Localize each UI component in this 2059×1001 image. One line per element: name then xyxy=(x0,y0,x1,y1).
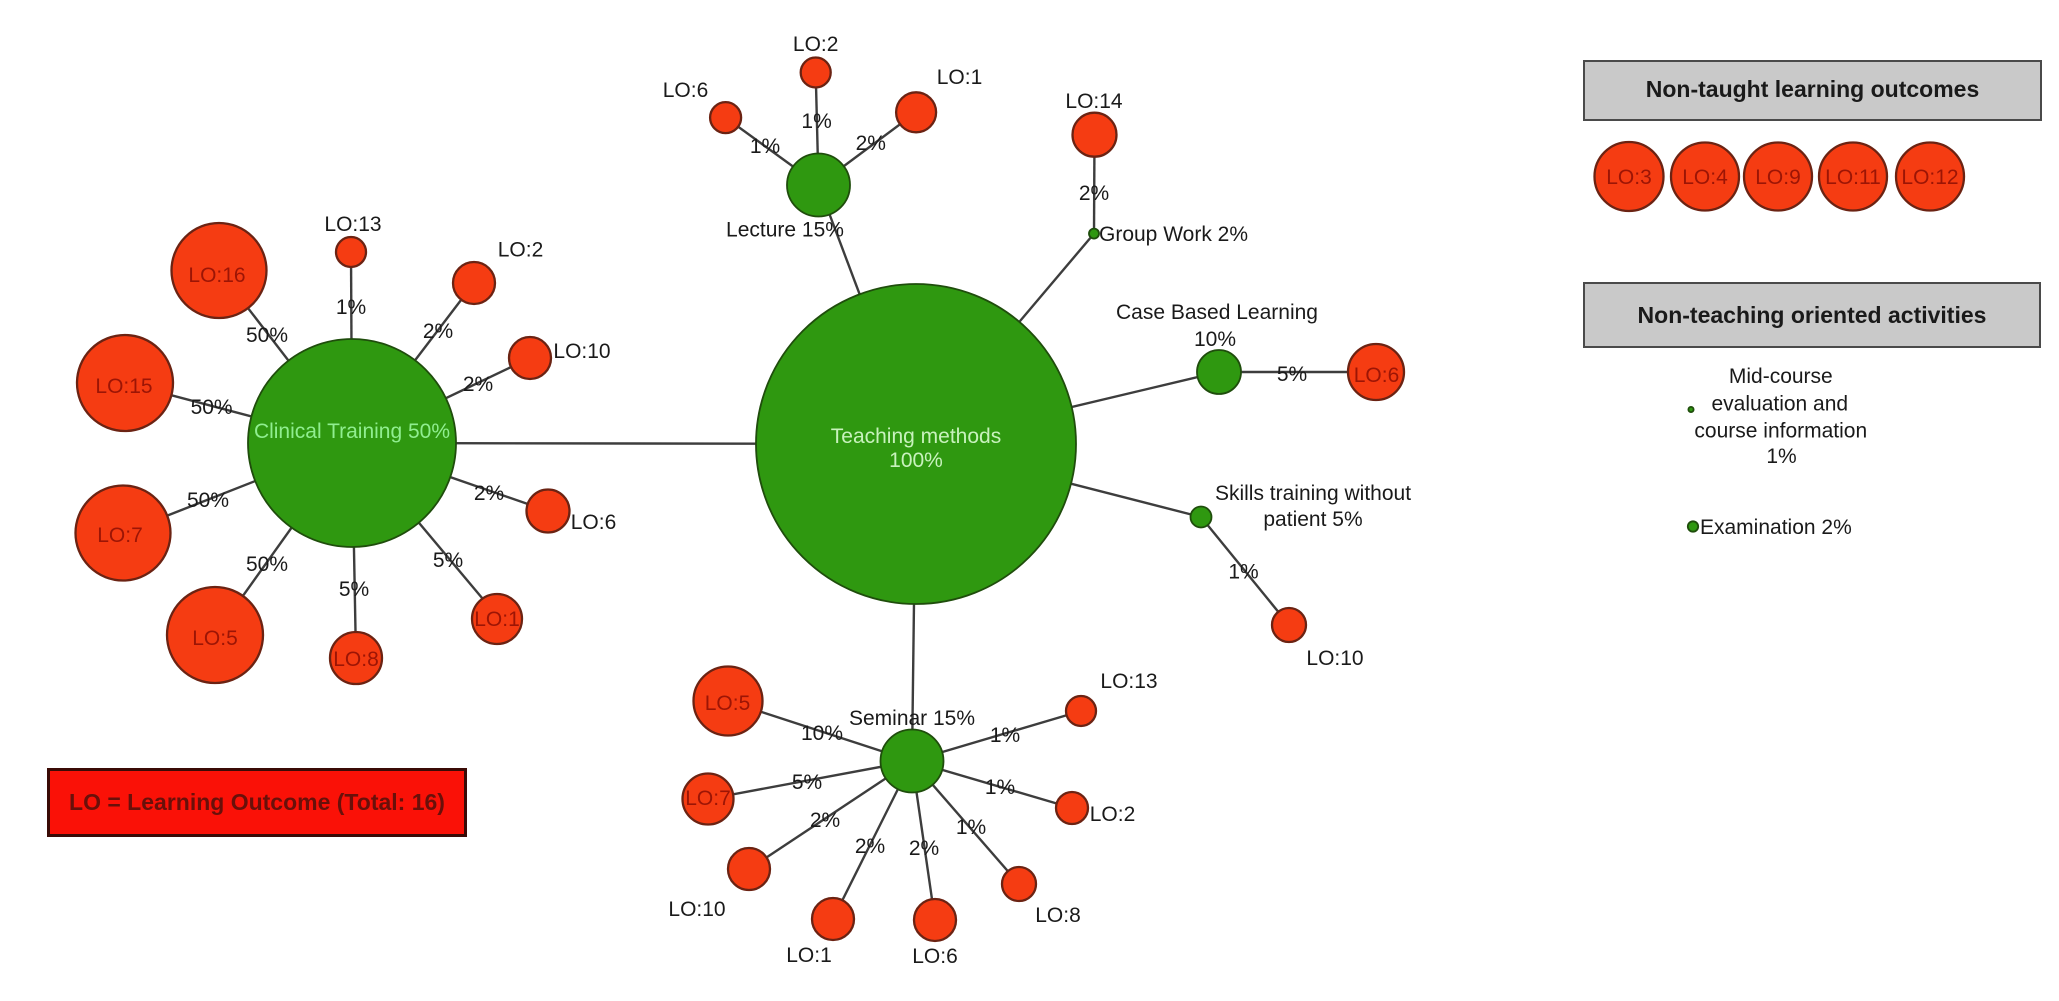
svg-text:LO:8: LO:8 xyxy=(1035,904,1081,927)
svg-text:patient 5%: patient 5% xyxy=(1263,508,1362,531)
svg-text:1%: 1% xyxy=(801,110,831,133)
svg-text:evaluation and: evaluation and xyxy=(1711,393,1848,416)
svg-text:LO:4: LO:4 xyxy=(1682,166,1728,189)
svg-text:1%: 1% xyxy=(1228,561,1258,584)
svg-text:50%: 50% xyxy=(246,553,288,576)
svg-text:2%: 2% xyxy=(855,835,885,858)
svg-text:2%: 2% xyxy=(856,132,886,155)
svg-text:LO:13: LO:13 xyxy=(1100,670,1157,693)
svg-text:LO:3: LO:3 xyxy=(1606,166,1652,189)
svg-text:Seminar 15%: Seminar 15% xyxy=(849,707,975,730)
svg-text:LO:13: LO:13 xyxy=(324,213,381,236)
svg-text:Teaching methods: Teaching methods xyxy=(831,425,1001,448)
svg-text:LO:9: LO:9 xyxy=(1755,166,1801,189)
svg-text:LO:11: LO:11 xyxy=(1825,166,1881,189)
svg-text:course information: course information xyxy=(1694,420,1867,443)
svg-text:LO:10: LO:10 xyxy=(668,898,725,921)
svg-text:LO:10: LO:10 xyxy=(1306,647,1363,670)
svg-text:Lecture 15%: Lecture 15% xyxy=(726,219,844,242)
svg-text:1%: 1% xyxy=(750,135,780,158)
svg-text:Mid-course: Mid-course xyxy=(1729,365,1833,388)
svg-text:1%: 1% xyxy=(336,296,366,319)
svg-text:LO:6: LO:6 xyxy=(1354,364,1400,387)
svg-text:LO:6: LO:6 xyxy=(663,79,709,102)
svg-text:LO:2: LO:2 xyxy=(793,33,839,56)
svg-text:2%: 2% xyxy=(463,373,493,396)
svg-text:LO:7: LO:7 xyxy=(685,787,731,810)
svg-text:LO:10: LO:10 xyxy=(553,340,610,363)
svg-text:10%: 10% xyxy=(801,722,843,745)
svg-text:10%: 10% xyxy=(1194,328,1236,351)
svg-text:2%: 2% xyxy=(909,837,939,860)
svg-text:50%: 50% xyxy=(187,489,229,512)
svg-text:2%: 2% xyxy=(474,482,504,505)
svg-text:1%: 1% xyxy=(990,724,1020,747)
svg-text:LO:2: LO:2 xyxy=(498,239,544,262)
svg-text:LO:16: LO:16 xyxy=(188,264,245,287)
svg-text:Clinical Training 50%: Clinical Training 50% xyxy=(254,420,450,443)
svg-text:2%: 2% xyxy=(1079,182,1109,205)
svg-text:LO:1: LO:1 xyxy=(474,608,520,631)
svg-text:2%: 2% xyxy=(810,809,840,832)
svg-text:50%: 50% xyxy=(246,324,288,347)
svg-text:1%: 1% xyxy=(956,816,986,839)
svg-text:50%: 50% xyxy=(191,396,233,419)
svg-text:LO:15: LO:15 xyxy=(95,375,152,398)
svg-text:LO:8: LO:8 xyxy=(333,648,379,671)
svg-text:LO:1: LO:1 xyxy=(937,66,983,89)
svg-text:Non-taught learning outcomes: Non-taught learning outcomes xyxy=(1646,76,1980,102)
svg-text:LO = Learning Outcome (Total:: LO = Learning Outcome (Total: 16) xyxy=(69,789,445,815)
svg-text:LO:6: LO:6 xyxy=(571,511,617,534)
svg-text:5%: 5% xyxy=(339,578,369,601)
svg-text:LO:5: LO:5 xyxy=(192,627,238,650)
svg-text:1%: 1% xyxy=(1766,445,1796,468)
svg-text:5%: 5% xyxy=(433,549,463,572)
svg-text:LO:6: LO:6 xyxy=(912,945,958,968)
svg-text:Group Work 2%: Group Work 2% xyxy=(1099,223,1248,246)
svg-text:1%: 1% xyxy=(985,776,1015,799)
svg-text:5%: 5% xyxy=(1277,363,1307,386)
svg-text:LO:1: LO:1 xyxy=(786,944,832,967)
svg-text:100%: 100% xyxy=(889,449,943,472)
svg-text:5%: 5% xyxy=(792,771,822,794)
svg-text:Skills training without: Skills training without xyxy=(1215,482,1411,505)
svg-text:Examination 2%: Examination 2% xyxy=(1700,516,1852,539)
svg-text:LO:7: LO:7 xyxy=(97,524,143,547)
svg-text:Case Based Learning: Case Based Learning xyxy=(1116,301,1318,324)
svg-text:2%: 2% xyxy=(423,320,453,343)
svg-text:LO:12: LO:12 xyxy=(1901,166,1958,189)
svg-text:LO:2: LO:2 xyxy=(1090,803,1136,826)
svg-text:Non-teaching oriented activiti: Non-teaching oriented activities xyxy=(1638,302,1987,328)
svg-text:LO:5: LO:5 xyxy=(705,692,751,715)
svg-text:LO:14: LO:14 xyxy=(1065,90,1123,113)
